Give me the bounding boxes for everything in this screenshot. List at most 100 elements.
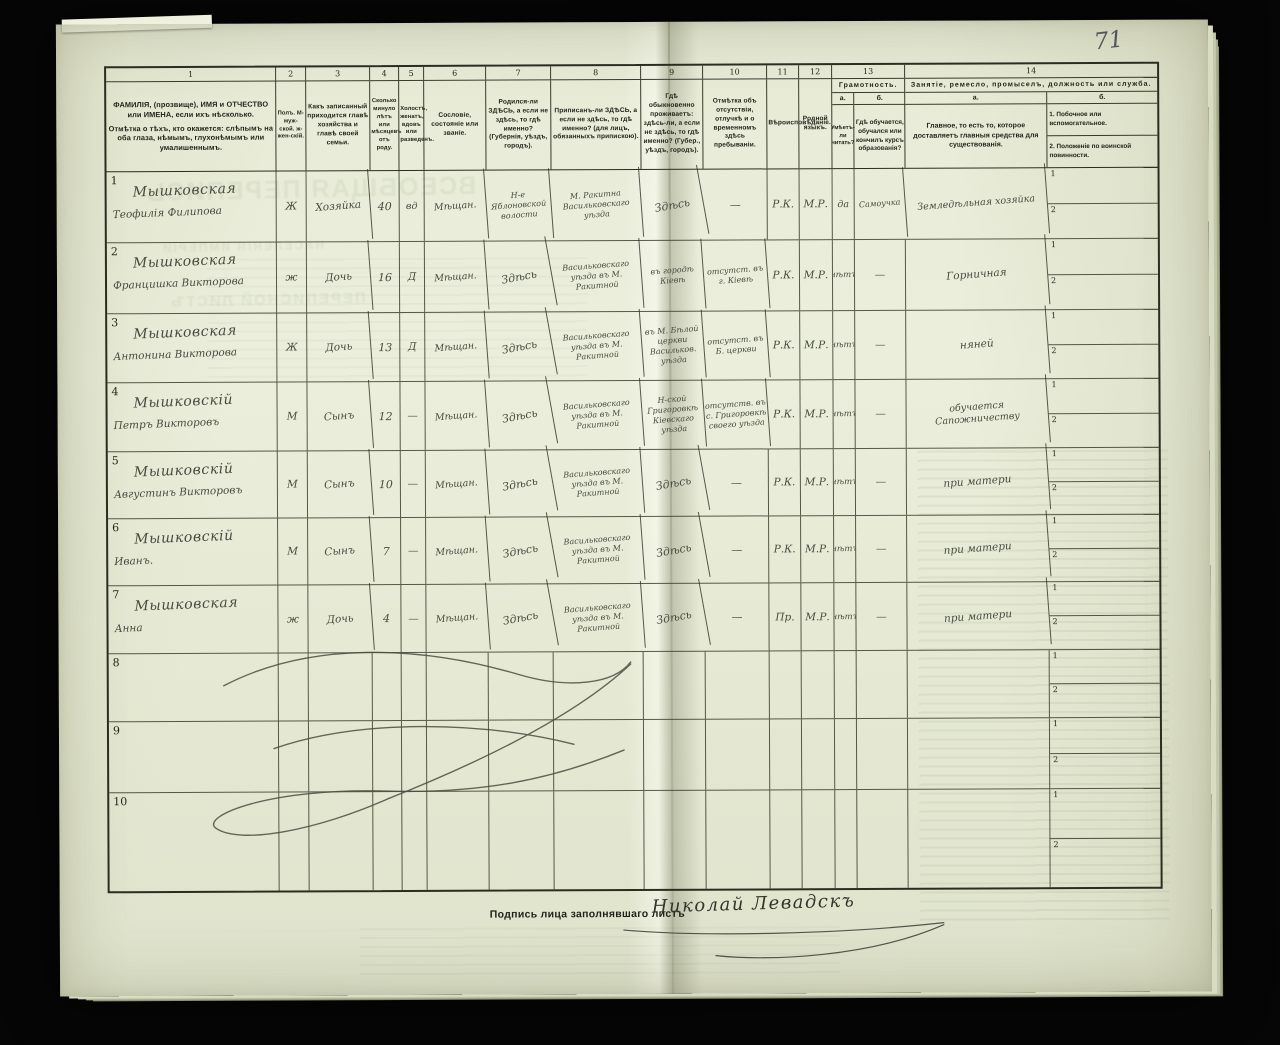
sub-row-mark: 2 xyxy=(1051,414,1057,424)
header-birthplace: Родился-ли ЗДѢСЬ, а если не здѣсь, то гд… xyxy=(486,80,552,170)
cell-estate: Мѣщан. xyxy=(422,310,490,383)
cell-side-occupation: 1 2 xyxy=(1049,514,1160,581)
cell-language: М.Р. xyxy=(799,240,834,311)
header-occupation-b: б. 1. Побочное или вспомогательное. 2. П… xyxy=(1047,91,1158,167)
header-occupation-group: Занятіе, ремесло, промыселъ, должность и… xyxy=(905,77,1158,168)
cell-born: Здѣсь xyxy=(482,445,559,522)
sub-row-mark: 1 xyxy=(1050,240,1056,250)
cell-occupation: при матери xyxy=(904,510,1052,587)
cell-religion: Р.К. xyxy=(767,240,801,311)
given-name-handwriting: Теофилія Филипова xyxy=(112,204,223,222)
cell-age: 7 xyxy=(372,518,402,585)
cell-name: 6 Мышковскій Иванъ. xyxy=(108,518,279,586)
cell-born: Здѣсь xyxy=(482,512,559,589)
cell-absence xyxy=(705,651,770,719)
row-number: 3 xyxy=(111,316,119,330)
cell-marital: Д xyxy=(400,312,426,382)
sub-row-mark: 2 xyxy=(1052,685,1058,695)
cell-relation: Дочь xyxy=(304,240,374,315)
cell-religion: Пр. xyxy=(769,583,802,651)
table-row: 2 Мышковская Францишка Викторова ж Дочь … xyxy=(106,234,1159,317)
row-number: 5 xyxy=(111,454,119,468)
cell-occupation: при матери xyxy=(904,443,1052,520)
cell-relation: Сынъ xyxy=(305,449,375,520)
sub-label-b: б. xyxy=(1047,91,1158,105)
header-absence: Отмѣтка объ отсутствіи, отлучкѣ и о врем… xyxy=(703,79,768,169)
sub-row-mark: 2 xyxy=(1053,754,1059,764)
cell-language xyxy=(801,651,835,719)
header-sex: Полъ. М-муж-ской. ж-жен-скій. xyxy=(276,81,307,171)
cell-sex: М xyxy=(277,382,308,451)
header-literacy-title: Грамотность. xyxy=(832,78,905,94)
cell-name: 2 Мышковская Францишка Викторова xyxy=(106,242,278,314)
cell-age: 40 xyxy=(370,171,400,242)
header-name-line1: ФАМИЛІЯ, (прозвище), ИМЯ и ОТЧЕСТВО или … xyxy=(113,99,269,119)
cell-education xyxy=(857,789,909,889)
cell-language: М.Р. xyxy=(800,380,834,449)
column-number: 14 xyxy=(1025,66,1037,76)
cell-education: — xyxy=(855,379,907,449)
cell-marital: Д xyxy=(399,241,426,313)
side-occupation-sub2: 2 xyxy=(1048,344,1158,378)
sub-row-mark: 2 xyxy=(1052,617,1058,627)
cell-literacy: да xyxy=(832,169,855,240)
cell-religion: Р.К. xyxy=(769,516,802,583)
column-number: 10 xyxy=(703,65,768,79)
cell-occupation: обучается Сапожничеству xyxy=(904,374,1051,453)
header-occupation-a-text: Главное, то есть то, которое доставляетъ… xyxy=(913,122,1039,149)
cell-language xyxy=(801,719,836,790)
side-occupation-sub1: 1 xyxy=(1049,717,1161,754)
side-occupation-sub1: 1 xyxy=(1047,238,1158,275)
cell-side-occupation: 1 2 xyxy=(1047,238,1158,309)
table-row: 1 Мышковская Теофилія Филипова Ж Хозяйка… xyxy=(106,163,1158,245)
cell-language: М.Р. xyxy=(800,449,835,516)
given-name-handwriting: Августинъ Викторовъ xyxy=(113,484,243,502)
cell-born: Здѣсь xyxy=(481,236,558,317)
sub-row-mark: 1 xyxy=(1052,719,1059,729)
sub-row-mark: 2 xyxy=(1050,204,1056,214)
sub-row-mark: 2 xyxy=(1053,839,1059,849)
cell-literacy: нѣтъ xyxy=(833,311,856,380)
header-name-line2: Отмѣтка о тѣхъ, кто окажется: слѣпымъ на… xyxy=(108,123,274,153)
sub-row-mark: 2 xyxy=(1050,275,1057,285)
column-number: 3 xyxy=(306,67,371,81)
cell-marital: — xyxy=(401,517,427,585)
side-occupation-sub1: 1 xyxy=(1047,167,1158,204)
column-number: 2 xyxy=(276,67,307,81)
cell-absence xyxy=(706,790,771,889)
cell-absence: — xyxy=(704,449,770,516)
table-row: 5 Мышковскій Августинъ Викторовъ М Сынъ … xyxy=(107,443,1160,522)
signature-underline-flourish xyxy=(623,922,945,959)
cell-lives: Здѣсь xyxy=(637,444,711,521)
cell-side-occupation: 1 2 xyxy=(1049,649,1160,717)
given-name-handwriting: Антонина Викторова xyxy=(113,346,238,364)
row-number: 6 xyxy=(112,521,120,535)
column-number: 8 xyxy=(551,65,642,80)
cell-language: М.Р. xyxy=(799,169,833,240)
cell-side-occupation: 1 2 xyxy=(1047,167,1158,238)
header-estate: Сословіе, состояніе или званіе. xyxy=(424,80,487,170)
cell-registered: Васильковскаго уѣзда въ М. Ракитной xyxy=(549,308,645,384)
surname-handwriting: Мышковская xyxy=(134,594,239,615)
sub-row-mark: 1 xyxy=(1050,169,1056,179)
cell-marital: — xyxy=(400,381,426,451)
signature-handwriting: Николай Левадскъ xyxy=(651,890,856,918)
cell-occupation: Горничная xyxy=(903,234,1051,315)
cell-lives: Здѣсь xyxy=(637,511,711,588)
cell-side-occupation: 1 2 xyxy=(1049,717,1161,788)
cell-registered: Васильковскаго уѣзда въ М. Ракитной xyxy=(549,237,645,315)
side-occupation-sub1: 1 xyxy=(1048,309,1159,345)
census-page: ВСЕОБЩАЯ ПЕРЕПИСЬ НАСЕЛЕНІЯ ИМПЕРІИ ПЕРЕ… xyxy=(55,14,1213,997)
sub-row-mark: 1 xyxy=(1052,583,1058,593)
cell-occupation xyxy=(907,650,1050,718)
sub-row-mark: 1 xyxy=(1052,516,1058,526)
side-occupation-sub2: 2 xyxy=(1048,274,1158,309)
cell-absence: — xyxy=(705,583,770,651)
cell-relation: Сынъ xyxy=(305,380,375,453)
cell-absence: отсутст. въ г. Кіевѣ xyxy=(701,238,771,313)
cell-name: 3 Мышковская Антонина Викторова xyxy=(107,313,278,383)
cell-registered: Васильковскаго уѣзда въ М. Ракитной xyxy=(550,513,646,587)
cell-born: Здѣсь xyxy=(482,376,559,455)
cell-absence: — xyxy=(705,516,770,583)
